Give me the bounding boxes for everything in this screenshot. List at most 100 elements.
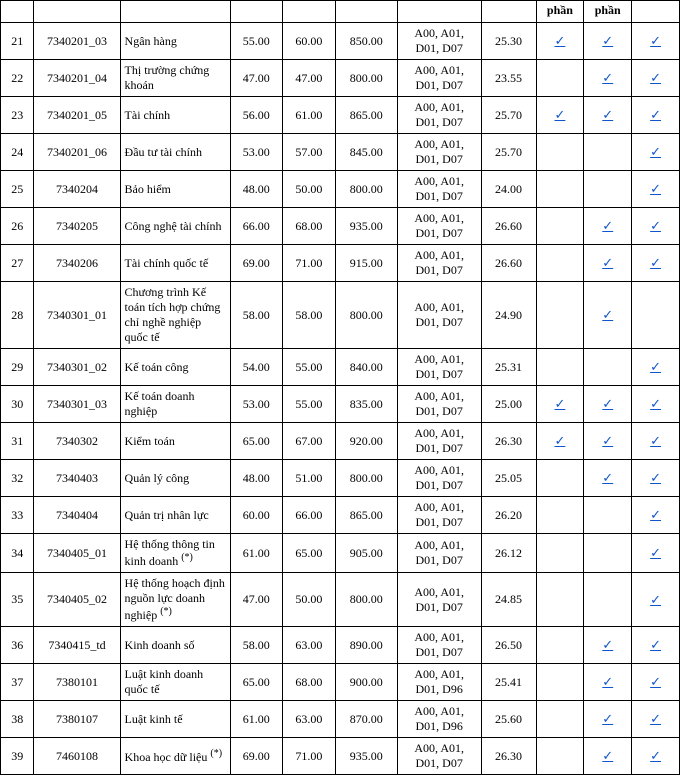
check-icon[interactable]: ✓ xyxy=(554,396,565,411)
check-icon[interactable]: ✓ xyxy=(602,637,613,652)
scores-table: phần phần 217340201_03Ngân hàng55.0060.0… xyxy=(0,0,680,775)
cell-check-3: ✓ xyxy=(632,349,680,386)
cell-blocks: A00, A01, D01, D07 xyxy=(397,738,481,775)
cell-name: Tài chính xyxy=(120,97,230,134)
cell-s3: 920.00 xyxy=(335,423,397,460)
check-icon[interactable]: ✓ xyxy=(650,433,661,448)
table-row: 347340405_01Hệ thống thông tin kinh doan… xyxy=(1,534,680,573)
table-row: 237340201_05Tài chính56.0061.00865.00A00… xyxy=(1,97,680,134)
cell-s2: 47.00 xyxy=(283,60,336,97)
check-icon[interactable]: ✓ xyxy=(650,359,661,374)
cell-s1: 61.00 xyxy=(230,701,283,738)
check-icon[interactable]: ✓ xyxy=(650,711,661,726)
check-icon[interactable]: ✓ xyxy=(650,637,661,652)
cell-name: Hệ thống thông tin kinh doanh (*) xyxy=(120,534,230,573)
cell-name: Công nghệ tài chính xyxy=(120,208,230,245)
check-icon[interactable]: ✓ xyxy=(650,592,661,607)
cell-check-3: ✓ xyxy=(632,701,680,738)
cell-check-1: ✓ xyxy=(536,423,584,460)
check-icon[interactable]: ✓ xyxy=(554,107,565,122)
check-icon[interactable]: ✓ xyxy=(650,255,661,270)
cell-blocks: A00, A01, D01, D07 xyxy=(397,349,481,386)
cell-s1: 53.00 xyxy=(230,386,283,423)
cell-s3: 800.00 xyxy=(335,282,397,349)
check-icon[interactable]: ✓ xyxy=(650,545,661,560)
check-icon[interactable]: ✓ xyxy=(650,748,661,763)
cell-code: 7340201_04 xyxy=(34,60,120,97)
cell-blocks: A00, A01, D01, D96 xyxy=(397,701,481,738)
cell-name: Kinh doanh số xyxy=(120,627,230,664)
check-icon[interactable]: ✓ xyxy=(602,470,613,485)
cell-s2: 60.00 xyxy=(283,23,336,60)
check-icon[interactable]: ✓ xyxy=(554,433,565,448)
check-icon[interactable]: ✓ xyxy=(602,218,613,233)
cell-code: 7340302 xyxy=(34,423,120,460)
check-icon[interactable]: ✓ xyxy=(602,674,613,689)
table-row: 267340205Công nghệ tài chính66.0068.0093… xyxy=(1,208,680,245)
check-icon[interactable]: ✓ xyxy=(650,470,661,485)
check-icon[interactable]: ✓ xyxy=(650,218,661,233)
cell-name: Quản lý công xyxy=(120,460,230,497)
cell-name: Khoa học dữ liệu (*) xyxy=(120,738,230,775)
check-icon[interactable]: ✓ xyxy=(650,107,661,122)
cell-s3: 935.00 xyxy=(335,208,397,245)
check-icon[interactable]: ✓ xyxy=(602,70,613,85)
cell-check-3: ✓ xyxy=(632,23,680,60)
cell-blocks: A00, A01, D01, D07 xyxy=(397,497,481,534)
cell-s1: 69.00 xyxy=(230,738,283,775)
check-icon[interactable]: ✓ xyxy=(602,107,613,122)
check-icon[interactable]: ✓ xyxy=(650,144,661,159)
cell-check-2: ✓ xyxy=(584,664,632,701)
check-icon[interactable]: ✓ xyxy=(602,433,613,448)
cell-check-1: ✓ xyxy=(536,386,584,423)
cell-check-1 xyxy=(536,60,584,97)
cell-s4: 26.60 xyxy=(481,245,536,282)
cell-s1: 65.00 xyxy=(230,423,283,460)
check-icon[interactable]: ✓ xyxy=(650,507,661,522)
cell-s2: 50.00 xyxy=(283,573,336,627)
cell-blocks: A00, A01, D01, D07 xyxy=(397,97,481,134)
table-row: 277340206Tài chính quốc tế69.0071.00915.… xyxy=(1,245,680,282)
cell-s2: 55.00 xyxy=(283,349,336,386)
check-icon[interactable]: ✓ xyxy=(650,33,661,48)
cell-code: 7340204 xyxy=(34,171,120,208)
cell-check-2: ✓ xyxy=(584,386,632,423)
check-icon[interactable]: ✓ xyxy=(650,674,661,689)
cell-check-2 xyxy=(584,534,632,573)
check-icon[interactable]: ✓ xyxy=(602,307,613,322)
cell-s3: 905.00 xyxy=(335,534,397,573)
cell-s1: 60.00 xyxy=(230,497,283,534)
cell-s2: 50.00 xyxy=(283,171,336,208)
check-icon[interactable]: ✓ xyxy=(602,711,613,726)
check-icon[interactable]: ✓ xyxy=(602,255,613,270)
cell-idx: 27 xyxy=(1,245,34,282)
cell-s2: 55.00 xyxy=(283,386,336,423)
cell-check-3: ✓ xyxy=(632,134,680,171)
cell-s4: 26.60 xyxy=(481,208,536,245)
cell-s4: 25.05 xyxy=(481,460,536,497)
check-icon[interactable]: ✓ xyxy=(602,748,613,763)
cell-code: 7340206 xyxy=(34,245,120,282)
cell-check-2: ✓ xyxy=(584,423,632,460)
cell-check-1 xyxy=(536,701,584,738)
header-check3 xyxy=(632,1,680,23)
check-icon[interactable]: ✓ xyxy=(650,181,661,196)
table-row: 257340204Bảo hiểm48.0050.00800.00A00, A0… xyxy=(1,171,680,208)
table-row: 377380101Luật kinh doanh quốc tế65.0068.… xyxy=(1,664,680,701)
cell-s4: 23.55 xyxy=(481,60,536,97)
check-icon[interactable]: ✓ xyxy=(554,33,565,48)
check-icon[interactable]: ✓ xyxy=(602,33,613,48)
cell-check-3: ✓ xyxy=(632,664,680,701)
check-icon[interactable]: ✓ xyxy=(650,396,661,411)
cell-code: 7340301_01 xyxy=(34,282,120,349)
cell-s3: 835.00 xyxy=(335,386,397,423)
cell-s3: 900.00 xyxy=(335,664,397,701)
cell-check-2: ✓ xyxy=(584,460,632,497)
check-icon[interactable]: ✓ xyxy=(602,396,613,411)
cell-check-3: ✓ xyxy=(632,738,680,775)
cell-check-1: ✓ xyxy=(536,97,584,134)
header-s3 xyxy=(335,1,397,23)
cell-check-2: ✓ xyxy=(584,208,632,245)
check-icon[interactable]: ✓ xyxy=(650,70,661,85)
cell-idx: 34 xyxy=(1,534,34,573)
